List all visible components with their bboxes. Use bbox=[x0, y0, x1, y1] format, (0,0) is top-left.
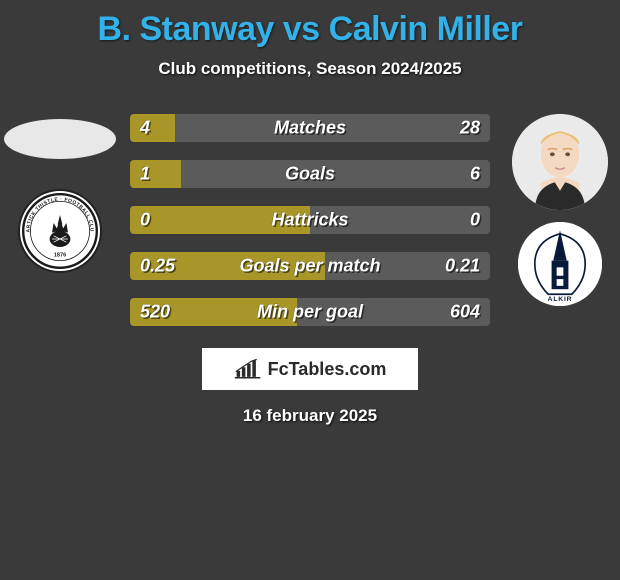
stat-value-right: 0 bbox=[470, 210, 480, 231]
stat-value-left: 520 bbox=[140, 302, 170, 323]
stat-name: Goals bbox=[285, 164, 335, 185]
stat-value-right: 0.21 bbox=[445, 256, 480, 277]
date-text: 16 february 2025 bbox=[243, 406, 377, 426]
bar-chart-icon bbox=[234, 358, 262, 380]
left-player-photo bbox=[4, 119, 116, 159]
stat-bar-right bbox=[181, 160, 490, 188]
stat-value-right: 604 bbox=[450, 302, 480, 323]
left-club-badge: PARTICK THISTLE · FOOTBALL CLUB 1876 bbox=[18, 189, 102, 273]
right-player-column: ALKIR bbox=[500, 109, 620, 306]
subtitle: Club competitions, Season 2024/2025 bbox=[0, 59, 620, 79]
stat-row: 4 Matches 28 bbox=[130, 114, 490, 142]
stat-value-left: 0.25 bbox=[140, 256, 175, 277]
svg-text:ALKIR: ALKIR bbox=[548, 296, 573, 303]
stat-row: 1 Goals 6 bbox=[130, 160, 490, 188]
right-club-badge: ALKIR bbox=[518, 222, 602, 306]
stat-row: 0 Hattricks 0 bbox=[130, 206, 490, 234]
thistle-icon: PARTICK THISTLE · FOOTBALL CLUB 1876 bbox=[20, 191, 100, 271]
stat-name: Matches bbox=[274, 118, 346, 139]
stat-value-left: 4 bbox=[140, 118, 150, 139]
brand-text: FcTables.com bbox=[268, 359, 387, 380]
main-area: PARTICK THISTLE · FOOTBALL CLUB 1876 bbox=[0, 109, 620, 326]
stat-name: Hattricks bbox=[271, 210, 348, 231]
comparison-card: B. Stanway vs Calvin Miller Club competi… bbox=[0, 0, 620, 426]
left-player-column: PARTICK THISTLE · FOOTBALL CLUB 1876 bbox=[0, 109, 120, 273]
stat-name: Min per goal bbox=[257, 302, 363, 323]
steeple-icon: ALKIR bbox=[518, 222, 602, 306]
page-title: B. Stanway vs Calvin Miller bbox=[0, 10, 620, 49]
right-player-photo bbox=[512, 114, 608, 210]
brand-badge: FcTables.com bbox=[202, 348, 418, 390]
stat-value-left: 1 bbox=[140, 164, 150, 185]
stat-bar-left bbox=[130, 114, 175, 142]
stat-value-right: 6 bbox=[470, 164, 480, 185]
stats-bars: 4 Matches 28 1 Goals 6 0 Hattricks 0 0.25 Goals pe… bbox=[120, 109, 500, 326]
stat-row: 0.25 Goals per match 0.21 bbox=[130, 252, 490, 280]
player-face-icon bbox=[512, 114, 608, 210]
stat-bar-left bbox=[130, 160, 181, 188]
footer: FcTables.com 16 february 2025 bbox=[0, 348, 620, 426]
stat-value-left: 0 bbox=[140, 210, 150, 231]
stat-row: 520 Min per goal 604 bbox=[130, 298, 490, 326]
stat-name: Goals per match bbox=[239, 256, 380, 277]
svg-text:1876: 1876 bbox=[54, 253, 66, 259]
stat-value-right: 28 bbox=[460, 118, 480, 139]
